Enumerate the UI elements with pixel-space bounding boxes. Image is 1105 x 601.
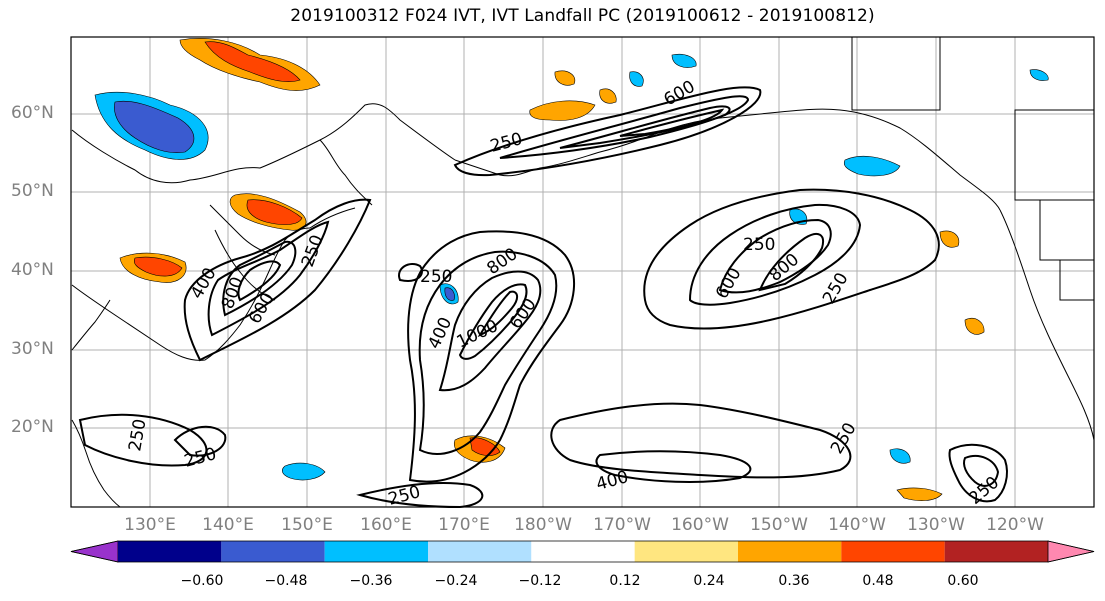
grid-lines: [71, 37, 1094, 507]
lon-label: 150°W: [750, 515, 808, 535]
lat-label-50n: 50°N: [11, 181, 54, 201]
lat-label-40n: 40°N: [11, 260, 54, 280]
contour-label: 250: [819, 269, 853, 307]
contour-label: 250: [298, 232, 328, 269]
colorbar-tick-label: 0.24: [693, 573, 725, 589]
colorbar-segment: [634, 541, 738, 562]
contour-label: 250: [125, 417, 150, 452]
colorbar-tick-label: −0.12: [518, 573, 562, 589]
contour-labels: 250 600 250 400 800 600 250 800 600 400 …: [125, 77, 1003, 510]
colorbar-segment: [531, 541, 635, 562]
colorbar-segment: [324, 541, 428, 562]
contour-label: 800: [765, 250, 803, 286]
colorbar-extend-min: [70, 540, 119, 563]
colorbar-segment: [841, 541, 945, 562]
lon-label: 140°E: [202, 515, 254, 535]
colorbar: [70, 540, 1095, 563]
lon-label: 120°W: [986, 515, 1044, 535]
colorbar-segment: [221, 541, 325, 562]
colorbar-tick-label: 0.60: [947, 573, 979, 589]
lon-label: 150°E: [281, 515, 333, 535]
contour-label: 600: [712, 264, 746, 302]
colorbar-segment: [738, 541, 842, 562]
colorbar-outline: [70, 540, 1095, 563]
colorbar-tick-label: −0.48: [264, 573, 308, 589]
ivt-contours: [78, 86, 1008, 509]
colorbar-segment: [944, 541, 1048, 562]
colorbar-tick-label: −0.60: [180, 573, 224, 589]
lat-label-30n: 30°N: [11, 339, 54, 359]
lon-label: 180°W: [514, 515, 572, 535]
contour-label: 250: [420, 267, 452, 287]
lon-label: 160°E: [360, 515, 412, 535]
colorbar-tick-label: −0.36: [349, 573, 393, 589]
contour-label: 250: [182, 444, 219, 472]
contour-label: 400: [594, 467, 631, 495]
shaded-patches: [94, 38, 1049, 501]
map-frame: [70, 36, 1095, 508]
lat-label-20n: 20°N: [11, 417, 54, 437]
map-title: 2019100312 F024 IVT, IVT Landfall PC (20…: [290, 6, 875, 26]
lon-label: 160°W: [671, 515, 729, 535]
contour-label: 600: [506, 295, 541, 333]
colorbar-segment: [118, 541, 222, 562]
contour-label: 400: [424, 314, 456, 352]
lon-label: 170°E: [438, 515, 490, 535]
lon-label: 170°W: [593, 515, 651, 535]
contour-label: 250: [743, 235, 775, 255]
coastlines: [71, 37, 1095, 508]
lon-label: 130°E: [124, 515, 176, 535]
contour-label: 250: [827, 419, 861, 457]
colorbar-tick-label: −0.24: [434, 573, 478, 589]
colorbar-tick-label: 0.48: [862, 573, 894, 589]
colorbar-segment: [428, 541, 532, 562]
lon-label: 140°W: [828, 515, 886, 535]
lat-label-60n: 60°N: [11, 103, 54, 123]
colorbar-tick-label: 0.12: [609, 573, 641, 589]
lon-label: 130°W: [907, 515, 965, 535]
colorbar-tick-label: 0.36: [778, 573, 810, 589]
colorbar-extend-max: [1047, 540, 1095, 563]
